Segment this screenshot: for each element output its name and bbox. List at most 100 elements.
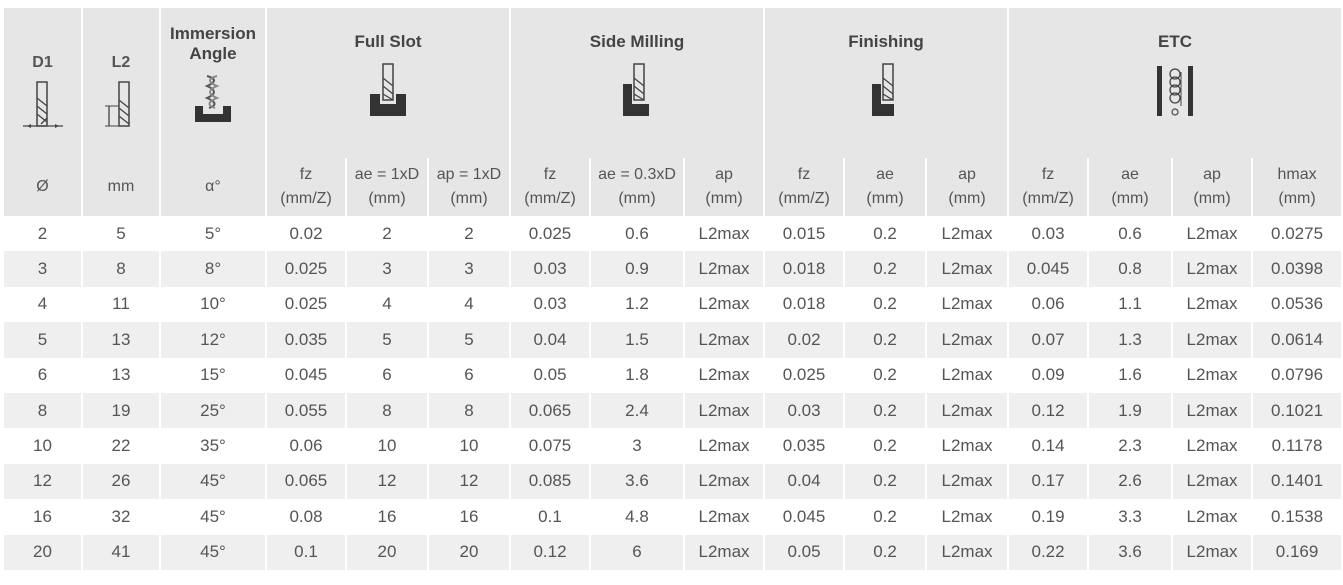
etc-icon <box>1157 66 1194 116</box>
table-cell: 0.025 <box>265 286 346 323</box>
subheader-cell: Ø <box>4 158 82 216</box>
table-cell: L2max <box>682 534 765 570</box>
l2-label: L2 <box>111 54 131 71</box>
table-cell: 41 <box>81 534 160 570</box>
table-row: 20 41 45° 0.1 20 20 0.12 6 L2max 0.05 0.2 L2max 0.22… <box>4 534 1342 570</box>
table-cell: L2max <box>1171 463 1253 500</box>
table-cell: 0.12 <box>1007 392 1089 429</box>
etc-header: ETC <box>1007 8 1342 158</box>
table-cell: L2max <box>1171 251 1253 287</box>
table-cell: L2max <box>925 286 1009 323</box>
table-cell: 10 <box>345 428 428 464</box>
table-cell: 0.2 <box>843 428 927 464</box>
table-cell: L2max <box>1171 534 1253 570</box>
table-cell: L2max <box>1171 428 1253 464</box>
table-cell: L2max <box>925 428 1009 464</box>
side-milling-icon <box>623 63 650 116</box>
table-cell: 0.2 <box>843 499 927 535</box>
table-cell: 6 <box>345 357 428 393</box>
table-cell: 0.06 <box>265 428 346 464</box>
subheader-cell: ap (mm) <box>682 158 765 216</box>
table-cell: 0.04 <box>509 322 590 358</box>
table-cell: 0.19 <box>1007 499 1089 535</box>
table-cell: 0.065 <box>509 392 590 429</box>
table-cell: 0.06 <box>1007 286 1089 323</box>
full-slot-header: Full Slot <box>265 8 510 158</box>
table-cell: 22 <box>81 428 160 464</box>
table-cell: 1.2 <box>589 286 684 323</box>
finishing-header: Finishing <box>763 8 1009 158</box>
finishing-label: Finishing <box>848 32 924 51</box>
header-row: D1 L2 Immersion Angle <box>4 8 1342 158</box>
full-slot-label: Full Slot <box>354 32 422 51</box>
table-cell: 1.8 <box>589 357 684 393</box>
table-cell: 1.6 <box>1087 357 1173 393</box>
table-cell: L2max <box>682 357 765 393</box>
table-row: 12 26 45° 0.065 12 12 0.085 3.6 L2max 0.04 0.2 L2ma… <box>4 463 1342 500</box>
table-cell: 13 <box>81 322 160 358</box>
subheader-cell: mm <box>81 158 160 216</box>
table-cell: 35° <box>159 428 266 464</box>
table-cell: 0.9 <box>589 251 684 287</box>
table-cell: L2max <box>682 286 765 323</box>
table-cell: 0.0398 <box>1251 251 1342 287</box>
table-cell: 0.085 <box>509 463 590 500</box>
table-cell: 6 <box>427 357 510 393</box>
table-cell: 0.03 <box>763 392 845 429</box>
table-cell: 15° <box>159 357 266 393</box>
table-cell: 0.03 <box>509 286 590 323</box>
table-cell: L2max <box>682 392 765 429</box>
subheader-cell: ap = 1xD (mm) <box>427 158 510 216</box>
table-cell: L2max <box>682 428 765 464</box>
table-cell: 0.6 <box>1087 216 1173 252</box>
table-cell: 0.02 <box>265 216 346 252</box>
table-cell: 4 <box>37 294 48 314</box>
table-cell: 4.8 <box>589 499 684 535</box>
table-cell: 0.6 <box>589 216 684 252</box>
table-cell: 3.6 <box>589 463 684 500</box>
subheader-cell: ae = 1xD (mm) <box>345 158 428 216</box>
table-cell: 20 <box>4 534 82 570</box>
table-cell: 0.03 <box>1007 216 1089 252</box>
immersion-angle-icon <box>195 75 231 122</box>
table-cell: 0.05 <box>763 534 845 570</box>
immersion-angle-label: Immersion Angle <box>170 24 256 63</box>
table-cell: 8 <box>81 251 160 287</box>
table-row: 3 8 8° 0.025 3 3 0.03 0.9 L2max 0.018 0.2 L2max 0.04… <box>4 251 1342 287</box>
table-cell: 32 <box>81 499 160 535</box>
d1-label: D1 <box>32 54 53 71</box>
table-cell: 5 <box>345 322 428 358</box>
table-cell: 13 <box>81 357 160 393</box>
table-cell: 2.3 <box>1087 428 1173 464</box>
table-cell: 0.8 <box>1087 251 1173 287</box>
table-cell: 5 <box>427 322 510 358</box>
table-cell: 8 <box>427 392 510 429</box>
table-cell: 16 <box>427 499 510 535</box>
table-cell: 8° <box>159 251 266 287</box>
table-cell: 0.14 <box>1007 428 1089 464</box>
table-body: 2 5 5° 0.02 2 2 0.025 0.6 L2max 0.015 0.2 L2max 0.03… <box>4 216 1342 570</box>
table-cell: 3 <box>427 251 510 287</box>
table-cell: 3 <box>345 251 428 287</box>
table-cell: L2max <box>1171 392 1253 429</box>
table-cell: L2max <box>1171 499 1253 535</box>
table-cell: 0.025 <box>265 251 346 287</box>
subheader-cell: ae = 0.3xD (mm) <box>589 158 684 216</box>
table-cell: 0.065 <box>265 463 346 500</box>
table-cell: 5 <box>4 322 82 358</box>
table-cell: L2max <box>682 322 765 358</box>
table-cell: 0.12 <box>509 534 590 570</box>
table-cell: 20 <box>427 534 510 570</box>
table-cell: 0.2 <box>843 534 927 570</box>
table-cell: 0.22 <box>1007 534 1089 570</box>
cutting-conditions-table: D1 L2 Immersion Angle <box>4 8 1342 570</box>
subheader-cell: fz (mm/Z) <box>265 158 346 216</box>
subheader-cell: ae (mm) <box>843 158 927 216</box>
table-cell: 0.07 <box>1007 322 1089 358</box>
table-cell: 12 <box>345 463 428 500</box>
table-cell: 0.045 <box>1007 251 1089 287</box>
table-cell: L2max <box>1171 286 1253 323</box>
table-cell: 0.018 <box>763 286 845 323</box>
subheader-cell: ap (mm) <box>925 158 1009 216</box>
table-cell: L2max <box>682 463 765 500</box>
